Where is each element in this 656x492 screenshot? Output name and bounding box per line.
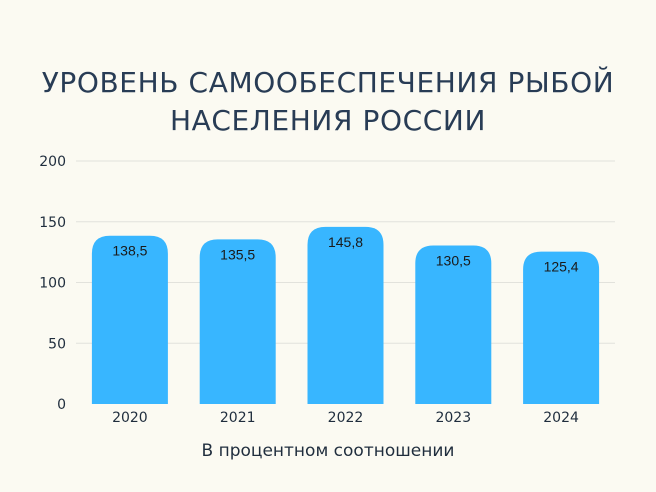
value-label-2023: 130,5	[436, 252, 471, 268]
value-label-2022: 145,8	[328, 234, 363, 250]
x-axis-ticks: 2020 2021 2022 2023 2024	[112, 410, 579, 426]
y-axis-ticks: 0 50 100 150 200	[39, 154, 66, 413]
chart-title-line-2: НАСЕЛЕНИЯ РОССИИ	[169, 104, 487, 137]
value-label-2020: 138,5	[112, 243, 147, 259]
x-tick-label-2022: 2022	[328, 410, 364, 426]
x-tick-label-2021: 2021	[220, 410, 256, 426]
x-tick-label-2023: 2023	[435, 410, 471, 426]
value-label-2024: 125,4	[544, 259, 579, 275]
y-tick-label-50: 50	[48, 336, 66, 352]
y-tick-label-0: 0	[57, 397, 66, 413]
bar-2023	[415, 245, 492, 404]
y-tick-label-150: 150	[39, 215, 66, 231]
x-tick-label-2020: 2020	[112, 410, 148, 426]
y-tick-label-200: 200	[39, 154, 66, 170]
x-axis-caption: В процентном соотношении	[201, 441, 455, 461]
bar-2022	[307, 226, 384, 404]
x-tick-label-2024: 2024	[543, 410, 579, 426]
bar-2024	[523, 251, 600, 404]
value-label-2021: 135,5	[220, 246, 255, 262]
chart-title: УРОВЕНЬ САМООБЕСПЕЧЕНИЯ РЫБОЙ НАСЕЛЕНИЯ …	[0, 64, 656, 140]
bar-2020	[91, 235, 168, 404]
y-tick-label-100: 100	[39, 276, 66, 292]
bars: 138,5 135,5 145,8 130,5 125,4	[91, 226, 600, 404]
chart-title-line-1: УРОВЕНЬ САМООБЕСПЕЧЕНИЯ РЫБОЙ	[41, 66, 615, 99]
bar-2021	[199, 239, 276, 404]
